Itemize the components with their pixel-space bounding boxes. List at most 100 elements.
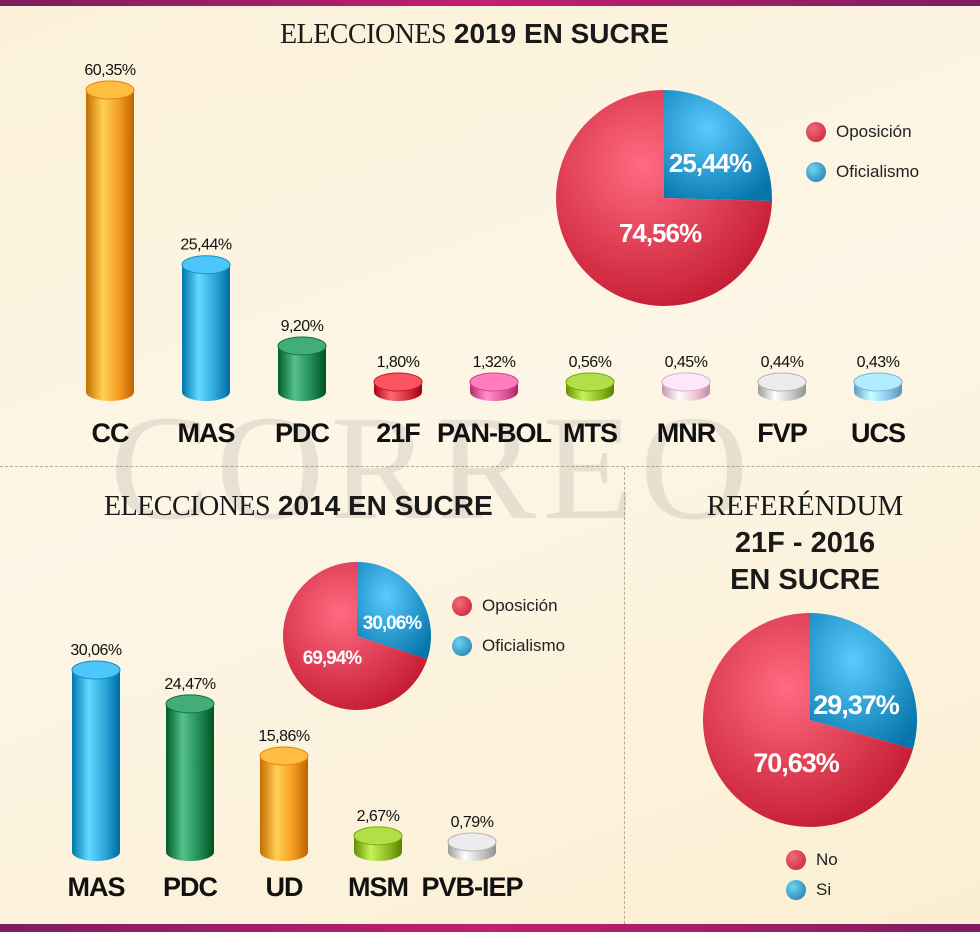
bar-msm: 2,67% MSM: [348, 808, 409, 902]
legend-label: Oficialismo: [482, 636, 566, 655]
bar-value-label: 9,20%: [281, 318, 324, 335]
bar-top: [661, 372, 711, 392]
bar-category-label: MAS: [68, 872, 125, 902]
section-divider-horizontal: [0, 466, 980, 467]
bar-value-label: 0,44%: [761, 354, 804, 371]
bar-category-label: 21F: [376, 418, 420, 448]
legend-item-no: No: [786, 846, 838, 874]
pie-chart-2014: 69,94%30,06%: [282, 562, 431, 710]
pie-value-label: 74,56%: [619, 218, 702, 248]
bar-pdc: 9,20% PDC: [275, 318, 331, 448]
legend-item-oficialismo: Oficialismo: [452, 632, 565, 660]
bar-top: [853, 372, 903, 392]
bar-body: [278, 345, 326, 401]
bar-top: [373, 372, 423, 392]
bar-cc: 60,35% CC: [84, 62, 136, 448]
legend-label: No: [816, 850, 838, 869]
bar-category-label: PDC: [163, 872, 218, 902]
bar-category-label: FVP: [757, 418, 808, 448]
legend-referendum: No Si: [786, 846, 838, 904]
bar-top: [565, 372, 615, 392]
bar-value-label: 60,35%: [84, 62, 136, 79]
title-2014-bold: 2014 EN SUCRE: [277, 490, 493, 521]
bar-category-label: PVB-IEP: [421, 872, 523, 902]
bar-value-label: 0,43%: [857, 354, 900, 371]
legend-item-oficialismo: Oficialismo: [806, 158, 919, 186]
title-referendum: REFERÉNDUM 21F - 2016 EN SUCRE: [640, 488, 970, 599]
bar-ud: 15,86% UD: [258, 728, 310, 902]
section-divider-vertical: [624, 467, 625, 924]
bar-value-label: 25,44%: [180, 237, 232, 254]
bar-top: [277, 336, 327, 356]
legend-item-oposicion: Oposición: [806, 118, 919, 146]
bar-top: [85, 80, 135, 100]
bar-pdc: 24,47% PDC: [163, 676, 219, 902]
bar-top: [353, 826, 403, 846]
bar-top: [165, 694, 215, 714]
bar-value-label: 15,86%: [258, 728, 310, 745]
legend-2019: Oposición Oficialismo: [806, 118, 919, 186]
bar-value-label: 0,45%: [665, 354, 708, 371]
legend-label: Si: [816, 880, 832, 899]
legend-swatch-blue: [806, 162, 826, 182]
pie-chart-2019: 74,56% 25,44%: [556, 90, 772, 306]
bar-mas: 30,06% MAS: [68, 642, 126, 902]
bar-category-label: MAS: [178, 418, 235, 448]
bar-category-label: UCS: [851, 418, 905, 448]
bar-body: [260, 755, 308, 861]
pie-value-label: 30,06%: [363, 613, 423, 634]
bottom-border: [0, 924, 980, 932]
bar-fvp: 0,44% FVP: [757, 354, 809, 448]
legend-swatch-blue: [452, 636, 472, 656]
legend-label: Oficialismo: [836, 162, 920, 181]
bar-category-label: MTS: [563, 418, 617, 448]
legend-2014: Oposición Oficialismo: [452, 592, 565, 660]
pie-value-label: 29,37%: [813, 690, 900, 720]
bar-chart-2014: 30,06% MAS 24,47% PDC 15,86% UD 2,67% MSM 0,79% P…: [68, 642, 525, 902]
bar-category-label: PAN-BOL: [437, 418, 551, 448]
ref-title-line2: 21F - 2016: [734, 527, 876, 559]
bar-top: [71, 660, 121, 680]
bar-top: [259, 746, 309, 766]
bar-top: [181, 255, 231, 275]
pie-slice-oposición: [556, 90, 772, 306]
bar-value-label: 1,80%: [377, 354, 420, 371]
bar-top: [447, 832, 497, 852]
bar-value-label: 24,47%: [164, 676, 216, 693]
title-2014-light: ELECCIONES: [104, 491, 271, 522]
bar-mas: 25,44% MAS: [178, 237, 236, 448]
bar-top: [469, 372, 519, 392]
bar-mnr: 0,45% MNR: [657, 354, 717, 448]
bar-pan-bol: 1,32% PAN-BOL: [437, 354, 552, 448]
bar-category-label: MSM: [348, 872, 408, 902]
title-2019-bold: 2019 EN SUCRE: [453, 18, 669, 49]
pie-slice-no: [702, 613, 913, 827]
bar-value-label: 30,06%: [70, 642, 122, 659]
bar-value-label: 0,79%: [451, 814, 494, 831]
title-2019: ELECCIONES 2019 EN SUCRE: [280, 18, 669, 51]
pie-slice-oficialismo: [357, 562, 431, 660]
pie-slice-si: [810, 613, 917, 750]
bar-top: [757, 372, 807, 392]
legend-label: Oposición: [836, 122, 912, 141]
legend-swatch-red: [806, 122, 826, 142]
bar-value-label: 2,67%: [357, 808, 400, 825]
bar-chart-2019: 60,35% CC 25,44% MAS 9,20% PDC 1,80% 21F 1,32% PA…: [84, 62, 906, 448]
bar-category-label: PDC: [275, 418, 330, 448]
pie-slice-oposición: [282, 562, 428, 710]
bar-pvb-iep: 0,79% PVB-IEP: [421, 814, 524, 902]
title-2019-light: ELECCIONES: [280, 19, 447, 50]
bar-category-label: UD: [266, 872, 303, 902]
bar-ucs: 0,43% UCS: [851, 354, 906, 448]
bar-body: [72, 670, 120, 861]
pie-value-label: 69,94%: [303, 648, 363, 669]
legend-item-si: Si: [786, 876, 838, 904]
pie-slice-oficialismo: [664, 90, 772, 201]
legend-label: Oposición: [482, 596, 558, 615]
bar-mts: 0,56% MTS: [563, 354, 618, 448]
bar-category-label: MNR: [657, 418, 716, 448]
bar-body: [86, 90, 134, 401]
bar-body: [182, 264, 230, 401]
bar-body: [166, 703, 214, 861]
